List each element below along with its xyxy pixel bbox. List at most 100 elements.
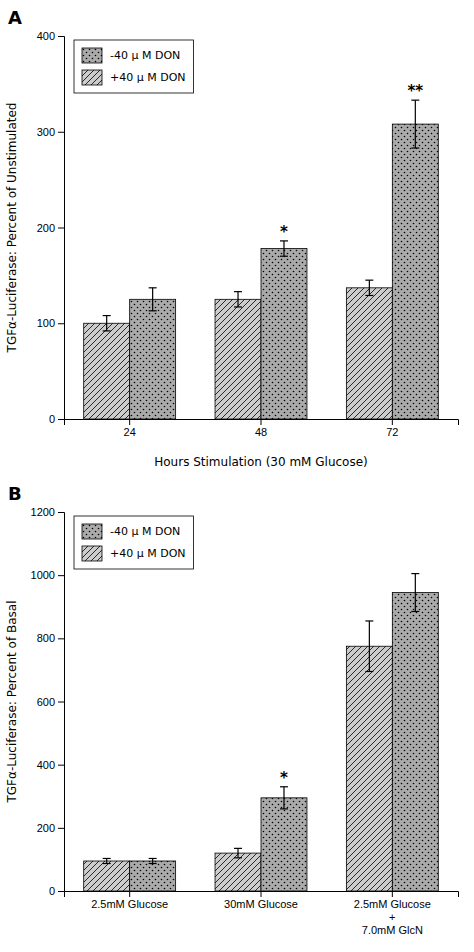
y-axis: 0100200300400 [37,30,65,425]
tick-mark [58,765,64,766]
marks [84,100,439,419]
error-cap [365,671,373,672]
y-axis-title: TGFα-Luciferase: Percent of Unstimulated [5,103,19,354]
error-line [415,100,416,148]
legend-item: -40 μ M DON [82,524,180,539]
error-cap [234,306,242,307]
tick-label: 200 [37,822,55,834]
tick: 30mM Glucose [224,891,298,910]
tick-label: 2.5mM Glucose+7.0mM GlcN [354,898,431,936]
series [130,100,439,419]
error-line [369,621,370,672]
tick: 800 [37,632,64,644]
error-line [152,288,153,311]
error-cap [411,611,419,612]
panel: ***0100200300400244872-40 μ M DON+40 μ M… [5,7,459,469]
tick-mark [58,828,64,829]
error-line [152,858,153,863]
tick-mark [392,891,393,897]
bar [84,861,130,891]
error-bar [365,280,373,295]
tick-mark [261,891,262,897]
significance: ** [407,82,423,100]
x-axis-title: Hours Stimulation (30 mM Glucose) [154,455,368,469]
error-bar [103,316,111,331]
legend-item: +40 μ M DON [82,546,186,561]
legend-swatch [82,70,102,85]
x-axis: 244872 [65,419,459,438]
annotations: * [280,769,288,787]
error-bar [280,787,288,809]
tick-label: 1200 [31,506,55,518]
marks [84,574,439,891]
error-line [283,241,284,256]
axis-line [65,892,459,898]
tick-label: 0 [49,413,55,425]
bar [346,646,392,891]
bar [130,861,176,891]
bar [84,323,130,419]
tick-label: 800 [37,632,55,644]
tick-label: 600 [37,696,55,708]
error-cap [365,280,373,281]
error-bar [365,621,373,672]
error-line [415,574,416,612]
tick-label: 200 [37,222,55,234]
error-cap [149,310,157,311]
tick-label: 400 [37,30,55,42]
tick: 400 [37,30,64,42]
tick-mark [58,323,64,324]
legend-swatch [82,546,102,561]
bar [392,124,438,419]
legend-items: -40 μ M DON +40 μ M DON [82,48,186,85]
bar [346,288,392,419]
bar [215,299,261,419]
legend-items: -40 μ M DON +40 μ M DON [82,524,186,561]
legend-label: +40 μ M DON [110,71,186,84]
tick: 200 [37,822,64,834]
error-cap [234,848,242,849]
tick: 600 [37,696,64,708]
legend-item: -40 μ M DON [82,48,180,63]
error-bar [234,848,242,857]
tick: 24 [124,419,136,438]
tick-label: 400 [37,759,55,771]
error-cap [234,857,242,858]
chart: ***0100200300400244872-40 μ M DON+40 μ M… [0,0,474,952]
tick-label: 30mM Glucose [224,898,298,910]
legend-item: +40 μ M DON [82,70,186,85]
panel-title: A [8,7,22,28]
tick-mark [129,891,130,897]
error-cap [103,315,111,316]
tick-label: 72 [386,426,398,438]
tick-label-line: + [389,911,395,923]
error-cap [149,863,157,864]
legend-label: -40 μ M DON [110,525,180,538]
tick: 100 [37,317,64,329]
bar [130,299,176,419]
series [84,621,393,891]
error-cap [103,858,111,859]
panel: *0200400600800100012002.5mM Glucose30mM … [5,483,459,936]
legend-label: -40 μ M DON [110,49,180,62]
error-cap [365,295,373,296]
error-cap [149,858,157,859]
tick-label: 2.5mM Glucose [91,898,168,910]
error-cap [280,808,288,809]
tick-mark [58,638,64,639]
series [84,280,393,419]
tick-mark [392,419,393,425]
error-cap [234,291,242,292]
tick-mark [129,419,130,425]
y-axis-title: TGFα-Luciferase: Percent of Basal [5,600,19,803]
tick: 1200 [31,506,64,518]
error-bar [149,858,157,863]
tick: 0 [49,413,64,425]
error-line [106,858,107,863]
tick: 1000 [31,569,64,581]
tick-mark [58,419,64,420]
error-bar [411,574,419,612]
legend-label: +40 μ M DON [110,547,186,560]
error-bar [103,858,111,863]
error-bar [149,288,157,311]
